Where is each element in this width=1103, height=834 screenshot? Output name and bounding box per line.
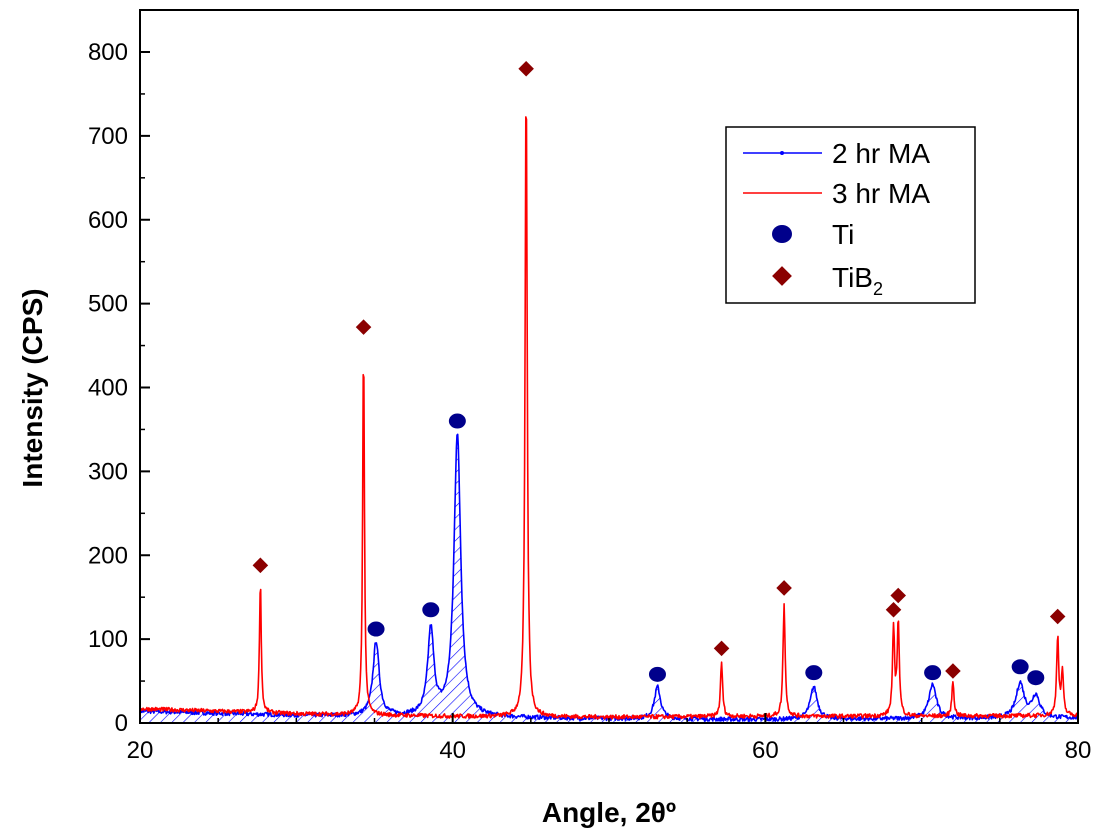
ti-marker bbox=[422, 602, 440, 618]
legend-label-ti: Ti bbox=[832, 219, 854, 250]
tib2-marker bbox=[713, 640, 730, 657]
plot-frame bbox=[139, 9, 1079, 724]
y-tick-label: 300 bbox=[88, 458, 128, 485]
y-tick-label: 700 bbox=[88, 123, 128, 150]
series-fill-0 bbox=[140, 434, 1078, 723]
ti-marker bbox=[1011, 659, 1029, 675]
x-tick-label: 60 bbox=[752, 737, 779, 764]
y-axis: 0 100 200 300 400 500 600 700 800 bbox=[88, 39, 150, 737]
y-tick-label: 0 bbox=[115, 710, 128, 737]
tib2-marker bbox=[890, 587, 906, 604]
y-tick-label: 500 bbox=[88, 291, 128, 318]
x-axis: 20 40 60 80 bbox=[127, 713, 1092, 764]
legend-point-2hr bbox=[780, 151, 784, 155]
tib2-marker bbox=[885, 601, 902, 618]
legend-label-3hr: 3 hr MA bbox=[832, 178, 930, 209]
marker-layer bbox=[252, 60, 1066, 686]
ti-marker bbox=[924, 665, 942, 681]
y-tick-label: 100 bbox=[88, 626, 128, 653]
series-line-1 bbox=[140, 116, 1078, 720]
legend-tib2-marker bbox=[772, 266, 792, 286]
ti-marker bbox=[448, 413, 466, 429]
legend-label-tib2: TiB2 bbox=[832, 262, 883, 299]
legend-label-tib2-subscript: 2 bbox=[873, 279, 883, 299]
legend-label-2hr: 2 hr MA bbox=[832, 138, 930, 169]
ti-marker bbox=[648, 666, 666, 682]
tib2-marker bbox=[1049, 608, 1066, 625]
tib2-marker bbox=[252, 557, 269, 574]
legend-box bbox=[725, 126, 976, 304]
x-axis-title: Angle, 2θº bbox=[542, 797, 676, 828]
tib2-marker bbox=[518, 60, 534, 77]
legend-ti-marker bbox=[772, 225, 792, 243]
tib2-marker bbox=[355, 319, 372, 335]
ti-marker bbox=[805, 665, 823, 681]
legend-label-tib2-main: TiB bbox=[832, 262, 873, 293]
y-tick-label: 600 bbox=[88, 207, 128, 234]
x-tick-label: 20 bbox=[127, 737, 154, 764]
x-tick-label: 80 bbox=[1065, 737, 1092, 764]
y-axis-title: Intensity (CPS) bbox=[17, 288, 48, 487]
y-tick-label: 400 bbox=[88, 375, 128, 402]
tib2-marker bbox=[945, 663, 961, 679]
y-tick-label: 200 bbox=[88, 542, 128, 569]
x-tick-label: 40 bbox=[439, 737, 466, 764]
ti-marker bbox=[367, 621, 385, 637]
ti-marker bbox=[1027, 670, 1045, 686]
y-tick-label: 800 bbox=[88, 39, 128, 66]
legend: 2 hr MA 3 hr MA Ti TiB2 bbox=[725, 126, 976, 304]
tib2-marker bbox=[776, 580, 792, 596]
